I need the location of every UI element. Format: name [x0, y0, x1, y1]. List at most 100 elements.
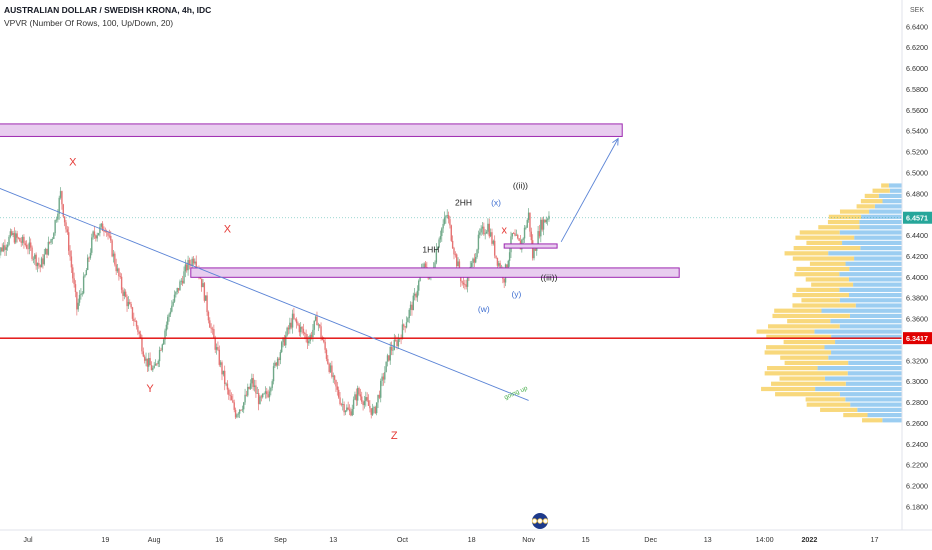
candle-body — [419, 275, 421, 281]
small-zone[interactable] — [503, 243, 558, 249]
candle-body — [62, 204, 64, 217]
time-axis[interactable]: Jul 19 Aug 16 Sep 13 Oct 18 Nov 15 Dec 13 14:00 2022 1… — [0, 529, 932, 544]
candle-body — [157, 361, 159, 364]
last-price-tag[interactable] — [903, 211, 932, 224]
candle-body — [378, 394, 381, 398]
vp-row-down — [809, 261, 846, 266]
vp-row-down — [864, 193, 879, 199]
candle-body — [527, 212, 530, 221]
resistance-zone-1[interactable] — [0, 123, 623, 137]
replay-logo-icon[interactable] — [531, 513, 549, 529]
candle-body — [318, 324, 321, 327]
candle-body — [59, 191, 62, 198]
resistance-zone-2[interactable] — [190, 267, 680, 278]
vp-row-up — [847, 371, 902, 376]
candle-body — [397, 339, 400, 347]
price-tick-label: 6.3000 — [906, 377, 928, 386]
candle-body — [9, 231, 12, 237]
wave-label: ((iii)) — [540, 272, 557, 282]
candle-body — [396, 340, 398, 347]
candle-body — [225, 383, 227, 385]
candle-body — [304, 332, 306, 334]
candle-body — [126, 296, 128, 307]
price-tick-label: 6.5800 — [906, 85, 928, 94]
candle-body — [324, 341, 326, 350]
candle-body — [480, 228, 482, 233]
vp-row-up — [848, 277, 902, 282]
candle-body — [274, 362, 276, 367]
candle-body — [222, 370, 225, 375]
candle-body — [148, 358, 150, 367]
candle-body — [545, 219, 547, 223]
logo-dot — [531, 518, 538, 524]
candle-body — [51, 238, 54, 240]
candle-body — [42, 258, 44, 265]
candle-body — [118, 268, 120, 277]
candle-body — [423, 263, 425, 269]
candle-body — [310, 334, 313, 338]
candle-body — [150, 365, 153, 371]
candle-body — [495, 255, 497, 258]
candle-body — [408, 309, 410, 319]
wave-label: X — [224, 223, 232, 235]
candle-body — [253, 385, 256, 387]
support-price-value: 6.3417 — [906, 334, 928, 343]
candle-body — [0, 247, 2, 253]
candle-body — [146, 358, 149, 367]
candle-body — [485, 231, 488, 234]
candle-body — [120, 276, 123, 290]
candle-body — [184, 264, 187, 272]
candle-body — [538, 231, 541, 237]
vp-row-up — [839, 324, 902, 329]
candle-body — [129, 301, 131, 305]
candle-body — [6, 244, 9, 248]
candle-body — [92, 231, 94, 238]
price-tick-label: 6.4000 — [906, 273, 928, 282]
candle-body — [367, 400, 370, 406]
candle-body — [80, 293, 82, 296]
trend-line[interactable] — [0, 183, 529, 401]
candle-body — [89, 252, 92, 258]
candle-body — [192, 258, 195, 264]
vp-row-up — [831, 334, 902, 339]
vp-row-down — [805, 277, 849, 282]
candle-body — [58, 197, 60, 214]
candle-body — [506, 264, 508, 268]
candle-body — [15, 233, 17, 243]
candle-body — [74, 284, 77, 293]
candle-body — [327, 358, 329, 364]
candle-body — [69, 250, 71, 257]
candle-body — [487, 223, 489, 232]
vp-row-down — [784, 360, 849, 366]
vp-row-down — [764, 371, 848, 376]
candle-body — [207, 312, 210, 321]
candle-body — [50, 239, 52, 243]
time-tick-label: 13 — [704, 535, 712, 544]
vp-row-down — [801, 298, 840, 303]
vp-row-up — [845, 261, 902, 266]
candle-body — [259, 396, 261, 405]
candle-body — [526, 220, 528, 228]
candle-body — [154, 363, 157, 366]
candle-body — [131, 307, 134, 319]
candle-body — [483, 226, 485, 235]
candle-body — [529, 212, 531, 232]
candle-body — [377, 394, 379, 403]
candle-body — [409, 304, 412, 310]
candle-body — [540, 219, 542, 237]
price-axis[interactable]: SEK 6.6400 6.6200 6.6000 6.5800 6.5600 6.5400 6… — [901, 0, 932, 550]
candle-body — [142, 351, 145, 357]
candle-body — [329, 365, 332, 372]
forecast-arrow[interactable] — [560, 138, 619, 243]
candle-body — [371, 407, 374, 415]
candle-body — [116, 268, 119, 272]
candle-body — [240, 409, 242, 411]
vp-row-down — [860, 199, 883, 204]
support-price-tag[interactable] — [903, 332, 932, 345]
candle-body — [38, 262, 40, 266]
candle-body — [25, 244, 28, 249]
candle-body — [209, 320, 211, 328]
candle-body — [110, 235, 112, 241]
candle-body — [30, 242, 32, 248]
